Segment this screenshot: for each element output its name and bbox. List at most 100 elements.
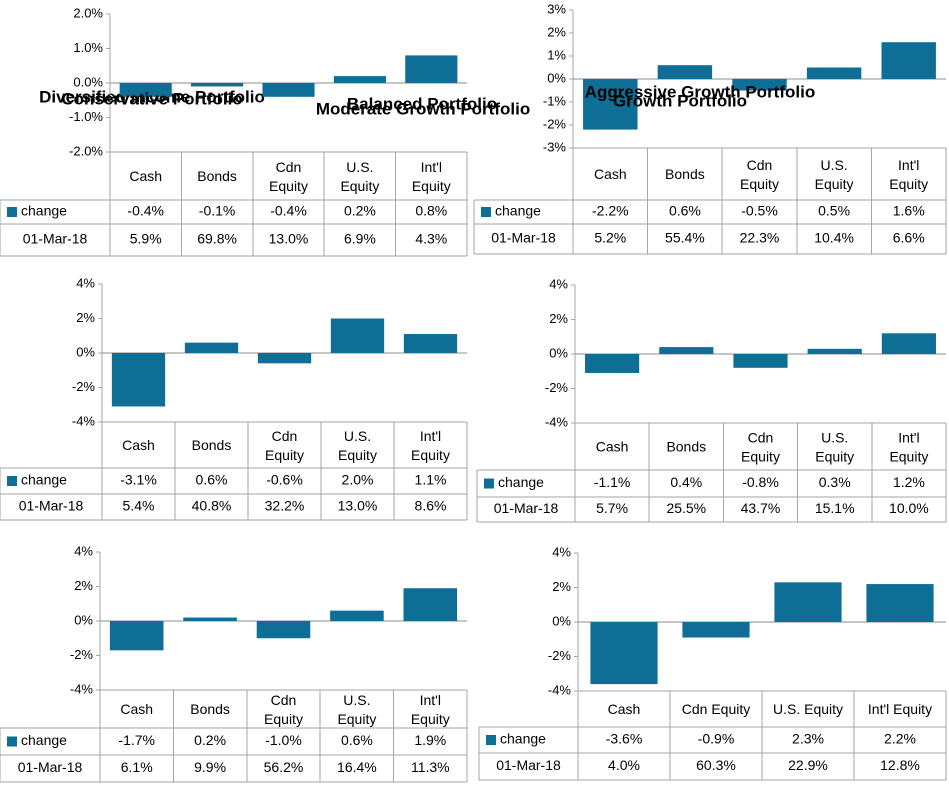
weight-value: 25.5% <box>666 500 706 516</box>
y-tick-label: -2% <box>72 379 96 394</box>
weight-value: 12.8% <box>880 757 920 773</box>
bar-2 <box>262 83 315 97</box>
bar-1 <box>682 622 750 638</box>
bar-3 <box>866 584 934 622</box>
change-value: -0.5% <box>741 203 778 219</box>
change-value: -3.6% <box>606 731 643 747</box>
change-value: -0.8% <box>742 474 779 490</box>
chart-svg: Conservative Portfolio 3% 2% 1% 0% -1% -2% -3% C… <box>61 1 947 255</box>
category-label-line: Cash <box>120 701 153 717</box>
bar-3 <box>806 67 862 79</box>
weight-value: 4.3% <box>415 231 447 247</box>
y-tick-label: 4% <box>552 544 571 559</box>
y-tick-label: 3% <box>547 1 566 16</box>
category-label-line: Cdn <box>271 692 297 708</box>
chart-title: Aggressive Growth Portfolio <box>585 82 815 101</box>
y-tick-label: 2.0% <box>73 5 103 20</box>
chart-svg: Diversified Income Portfolio 2.0% 1.0% 0.0%… <box>0 5 468 257</box>
bar-3 <box>330 318 385 353</box>
change-value: -1.0% <box>265 732 302 748</box>
category-label-line: Int'l <box>898 430 919 446</box>
category-label-line: Equity <box>337 711 376 727</box>
category-label: Cash <box>608 701 641 717</box>
category-label-line: U.S. <box>346 159 373 175</box>
category-label-line: Cdn <box>748 430 774 446</box>
bar-4 <box>881 42 936 79</box>
weight-value: 22.9% <box>788 757 828 773</box>
category-label-line: Int'l <box>898 157 919 173</box>
change-value: 1.1% <box>415 472 447 488</box>
y-tick-label: -2% <box>545 380 569 395</box>
date-label: 01-Mar-18 <box>19 498 84 514</box>
category-label-line: Cash <box>608 701 641 717</box>
bar-0 <box>119 83 172 97</box>
chart-svg: Moderate Growth Portfolio 4% 2% 0% -2% -4% Cas… <box>316 99 947 523</box>
category-label: Bonds <box>197 168 237 184</box>
category-label-line: Equity <box>740 176 779 192</box>
change-value: -1.1% <box>594 474 631 490</box>
category-label: Bonds <box>666 439 706 455</box>
category-label-line: Cdn <box>272 428 298 444</box>
category-label-line: Int'l <box>420 428 441 444</box>
bar-1 <box>191 83 244 87</box>
y-tick-label: 0% <box>547 70 566 85</box>
change-value: -0.9% <box>698 731 735 747</box>
category-label-line: Bonds <box>666 439 706 455</box>
category-label-line: Cash <box>596 439 629 455</box>
weight-value: 32.2% <box>265 498 305 514</box>
y-tick-label: -4% <box>545 414 569 429</box>
category-label-line: Int'l Equity <box>868 701 932 717</box>
date-label: 01-Mar-18 <box>491 230 556 246</box>
weight-value: 10.4% <box>814 230 854 246</box>
y-tick-label: -4% <box>70 681 94 696</box>
date-label: 01-Mar-18 <box>18 759 83 775</box>
bar-0 <box>590 622 658 685</box>
category-label: Cdn Equity <box>269 159 308 194</box>
change-value: 0.4% <box>670 474 702 490</box>
category-label-line: Equity <box>815 176 854 192</box>
y-tick-label: 2% <box>76 310 95 325</box>
y-tick-label: 2% <box>74 578 93 593</box>
bar-0 <box>583 79 638 130</box>
category-label: Int'l Equity <box>412 159 451 194</box>
chart-title: Diversified Income Portfolio <box>39 87 265 106</box>
category-label: U.S. Equity <box>815 157 854 192</box>
y-tick-label: 1% <box>547 47 566 62</box>
chart-panel-balanced: Balanced Portfolio 4% 2% 0% -2% -4% Cash Bonds C… <box>0 94 497 523</box>
category-label-line: Int'l <box>420 692 441 708</box>
category-label-line: U.S. <box>820 157 847 173</box>
category-label-line: U.S. <box>344 428 371 444</box>
y-tick-label: -2.0% <box>69 143 103 158</box>
bar-1 <box>657 65 713 79</box>
category-label: Cdn Equity <box>264 692 303 727</box>
legend-swatch <box>7 476 17 486</box>
category-label: Int'l Equity <box>411 428 450 463</box>
category-label: Int'l Equity <box>889 157 928 192</box>
category-label: U.S. Equity <box>338 428 377 463</box>
category-label-line: Bonds <box>665 166 705 182</box>
weight-value: 5.4% <box>123 498 155 514</box>
weight-value: 8.6% <box>415 498 447 514</box>
category-label: Cdn Equity <box>740 157 779 192</box>
change-value: 0.2% <box>344 203 376 219</box>
change-value: 0.2% <box>194 732 226 748</box>
change-value: 0.5% <box>818 203 850 219</box>
y-tick-label: 4% <box>549 276 568 291</box>
bar-4 <box>881 333 936 354</box>
y-tick-label: -2% <box>548 648 572 663</box>
chart-title: Moderate Growth Portfolio <box>316 99 530 118</box>
category-label-line: Int'l <box>421 159 442 175</box>
y-tick-label: -3% <box>543 139 567 154</box>
change-value: -0.6% <box>266 472 303 488</box>
bar-3 <box>807 348 862 354</box>
change-value: -1.7% <box>118 732 155 748</box>
category-label: Bonds <box>192 437 232 453</box>
change-value: 1.6% <box>893 203 925 219</box>
chart-title: Conservative Portfolio <box>61 89 242 108</box>
category-label: Cash <box>596 439 629 455</box>
chart-panel-diversified-income: Diversified Income Portfolio 2.0% 1.0% 0.0%… <box>0 0 470 260</box>
bar-2 <box>257 353 312 364</box>
change-value: 1.2% <box>893 474 925 490</box>
bar-4 <box>403 334 458 353</box>
category-label: Int'l Equity <box>868 701 932 717</box>
